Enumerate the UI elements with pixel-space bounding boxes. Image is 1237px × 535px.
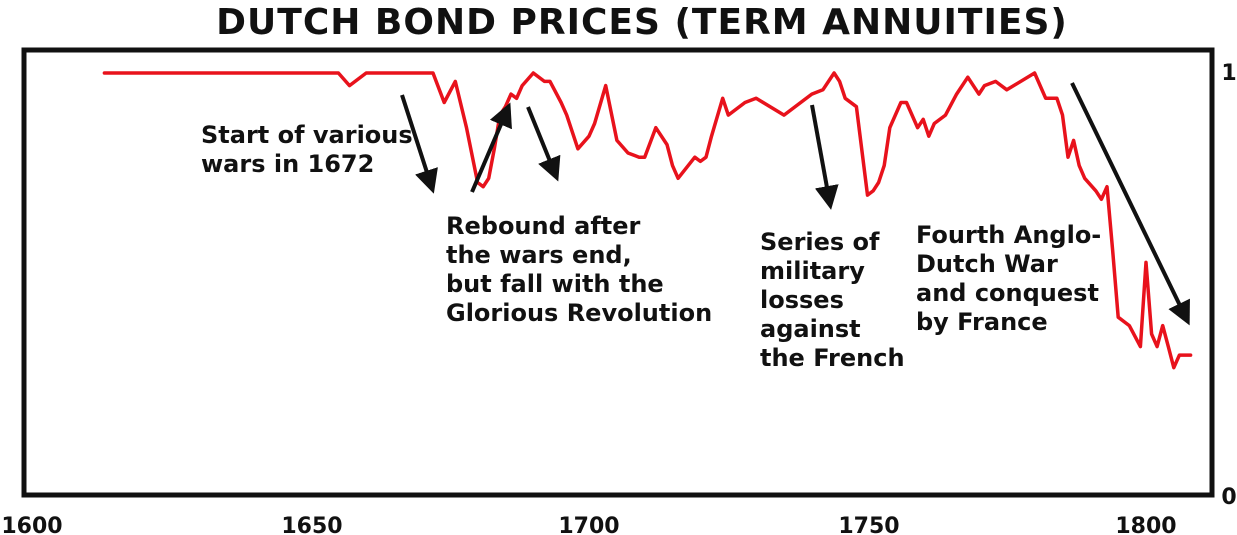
arrow-war-1672: [400, 94, 438, 194]
annotation-line: Glorious Revolution: [446, 299, 712, 327]
annotation-line: the wars end,: [446, 241, 632, 269]
x-tick-1750: 1750: [838, 514, 899, 535]
annotation-line: by France: [916, 308, 1048, 336]
annotation-line: but fall with the: [446, 270, 664, 298]
annotation-line: against: [760, 315, 861, 343]
plot-frame: [21, 47, 1215, 498]
annotation-line: military: [760, 257, 865, 285]
annotation-military-losses: Series of military losses against the Fr…: [760, 228, 905, 372]
y-tick-1: 1: [1221, 61, 1236, 86]
x-tick-1650: 1650: [281, 514, 342, 535]
x-tick-1800: 1800: [1115, 514, 1176, 535]
x-tick-1700: 1700: [558, 514, 619, 535]
annotation-line: and conquest: [916, 279, 1099, 307]
y-tick-0: 0: [1221, 485, 1236, 510]
arrow-rebound: [470, 102, 512, 193]
annotation-line: Dutch War: [916, 250, 1058, 278]
arrow-glorious-revolution: [526, 106, 561, 182]
annotation-line: Rebound after: [446, 212, 641, 240]
annotation-start-of-wars: Start of various wars in 1672: [201, 121, 413, 178]
annotation-line: losses: [760, 286, 844, 314]
arrow-french-losses: [810, 104, 839, 210]
annotation-line: wars in 1672: [201, 150, 374, 178]
annotation-fourth-anglo-dutch-war: Fourth Anglo- Dutch War and conquest by …: [916, 221, 1101, 336]
bond-price-line: [102, 71, 1193, 370]
annotation-line: Fourth Anglo-: [916, 221, 1101, 249]
x-tick-1600: 1600: [1, 514, 62, 535]
arrow-fourth-anglo-dutch: [1070, 82, 1190, 326]
annotation-rebound: Rebound after the wars end, but fall wit…: [446, 212, 712, 327]
chart-title: DUTCH BOND PRICES (TERM ANNUITIES): [216, 2, 1068, 43]
annotation-arrows: [400, 82, 1190, 326]
series-layer: [102, 71, 1193, 370]
annotation-line: Start of various: [201, 121, 413, 149]
annotation-line: Series of: [760, 228, 880, 256]
annotation-line: the French: [760, 344, 905, 372]
